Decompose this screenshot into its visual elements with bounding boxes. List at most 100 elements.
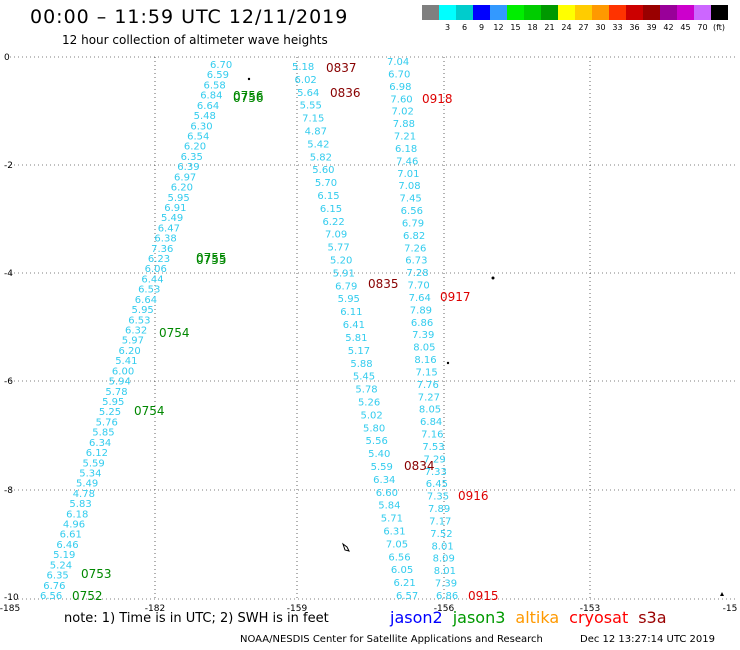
wave-height-value: 5.25 — [99, 407, 121, 418]
color-swatch — [490, 5, 507, 20]
wave-height-value: 6.11 — [340, 307, 362, 318]
wave-height-value: 5.88 — [350, 359, 372, 370]
wave-height-value: 7.28 — [406, 268, 428, 279]
wave-height-value: 7.17 — [429, 516, 451, 527]
wave-height-value: 7.46 — [396, 156, 418, 167]
wave-height-value: 7.04 — [387, 57, 409, 68]
wave-height-value: 5.94 — [109, 377, 131, 388]
pass-time-label: 0915 — [468, 589, 499, 603]
color-label: 3 — [444, 23, 451, 32]
wave-height-value: 6.02 — [295, 75, 317, 86]
wave-height-value: 7.76 — [417, 380, 439, 391]
wave-height-value: 6.53 — [128, 315, 150, 326]
wave-height-value: 7.27 — [418, 392, 440, 403]
x-tick-label: -159 — [287, 604, 308, 614]
y-tick-label: -4 — [4, 269, 13, 279]
wave-height-value: 7.35 — [427, 492, 449, 503]
map-subtitle: 12 hour collection of altimeter wave hei… — [62, 33, 328, 47]
wave-height-value: 6.64 — [197, 101, 219, 112]
wave-height-value: 6.60 — [376, 488, 398, 499]
wave-height-value: 8.01 — [431, 541, 453, 552]
wave-height-value: 5.81 — [345, 333, 367, 344]
y-tick-label: -8 — [4, 486, 13, 496]
wave-height-value: 6.41 — [343, 320, 365, 331]
wave-height-value: 6.82 — [403, 231, 425, 242]
color-label: 12 — [493, 23, 504, 32]
wave-height-value: 6.70 — [388, 69, 410, 80]
color-swatch — [626, 5, 643, 20]
wave-height-value: 7.36 — [151, 244, 173, 255]
color-label: 24 — [561, 23, 572, 32]
wave-height-value: 5.83 — [69, 499, 91, 510]
wave-height-value: 5.55 — [300, 101, 322, 112]
pass-time-label: 0836 — [330, 86, 361, 100]
wave-height-value: 6.32 — [125, 326, 147, 337]
wave-height-value: 7.39 — [412, 330, 434, 341]
generated-timestamp: Dec 12 13:27:14 UTC 2019 — [580, 634, 715, 645]
axis-tick-labels: -185 -182 -159 -156 -153 -15 0 -2 -4 -6 -8 -10 — [0, 53, 737, 614]
color-label: 33 — [612, 23, 623, 32]
wave-height-value: 6.84 — [420, 417, 442, 428]
wave-height-value: 5.24 — [50, 560, 72, 571]
y-tick-label: -2 — [4, 161, 13, 171]
wave-height-value: 5.42 — [307, 139, 329, 150]
wave-height-value: 7.08 — [398, 181, 420, 192]
color-swatch — [694, 5, 711, 20]
color-swatch — [660, 5, 677, 20]
color-swatch — [711, 5, 728, 20]
color-scale-legend: 3 6 9 12 15 18 21 24 27 30 33 36 39 42 45 70 (ft) — [422, 5, 728, 32]
legend-jason3: jason3 — [452, 608, 506, 627]
pass-time-label: 0918 — [422, 92, 453, 106]
wave-height-value: 5.19 — [53, 550, 75, 561]
wave-height-value: 5.56 — [366, 436, 388, 447]
wave-height-value: 6.21 — [393, 578, 415, 589]
wave-height-value: 5.49 — [161, 213, 183, 224]
x-tick-label: -156 — [434, 604, 455, 614]
color-swatch — [422, 5, 439, 20]
wave-height-value: 6.46 — [56, 540, 78, 551]
wave-height-value: 5.82 — [310, 152, 332, 163]
color-swatch — [677, 5, 694, 20]
color-label: 15 — [510, 23, 521, 32]
wave-height-value: 5.85 — [92, 428, 114, 439]
wave-height-value: 6.34 — [89, 438, 111, 449]
credit-line: NOAA/NESDIS Center for Satellite Applica… — [240, 634, 543, 645]
wave-height-value: 7.02 — [392, 107, 414, 118]
wave-height-value: 6.57 — [396, 591, 418, 602]
y-tick-label: -6 — [4, 377, 13, 387]
wave-height-value: 5.40 — [368, 449, 390, 460]
wave-height-value: 6.05 — [391, 565, 413, 576]
legend-altika: altika — [515, 608, 560, 627]
wave-height-value: 6.97 — [174, 172, 196, 183]
wave-height-value: 7.15 — [415, 367, 437, 378]
time-labels: 0756075607550755075407540753075208370836… — [72, 61, 499, 603]
wave-height-value: 5.59 — [371, 462, 393, 473]
wave-height-value: 5.78 — [105, 387, 127, 398]
color-label: 70 — [697, 23, 708, 32]
wave-height-value: 6.35 — [181, 152, 203, 163]
color-swatch — [541, 5, 558, 20]
wave-height-value: 6.84 — [200, 91, 222, 102]
wave-height-value: 8.05 — [413, 343, 435, 354]
wave-height-value: 5.48 — [194, 111, 216, 122]
wave-height-value: 6.54 — [187, 131, 209, 142]
wave-height-value: 8.05 — [419, 405, 441, 416]
wave-height-value: 7.39 — [435, 579, 457, 590]
wave-height-value: 4.78 — [73, 489, 95, 500]
wave-height-value: 6.44 — [141, 274, 163, 285]
wave-height-value: 6.47 — [158, 223, 180, 234]
wave-height-value: 5.95 — [338, 294, 360, 305]
wave-height-value: 6.45 — [426, 479, 448, 490]
wave-height-value: 6.98 — [389, 82, 411, 93]
legend-cryosat: cryosat — [569, 608, 629, 627]
color-label: 9 — [478, 23, 485, 32]
pass-time-label: 0837 — [326, 61, 357, 75]
wave-height-value: 6.86 — [411, 318, 433, 329]
color-label: 18 — [527, 23, 538, 32]
wave-height-value: 7.64 — [409, 293, 431, 304]
wave-height-value: 7.89 — [428, 504, 450, 515]
wave-height-value: 6.56 — [401, 206, 423, 217]
wave-height-value: 5.26 — [358, 397, 380, 408]
pass-time-label: 0835 — [368, 277, 399, 291]
wave-height-value: 6.18 — [66, 509, 88, 520]
